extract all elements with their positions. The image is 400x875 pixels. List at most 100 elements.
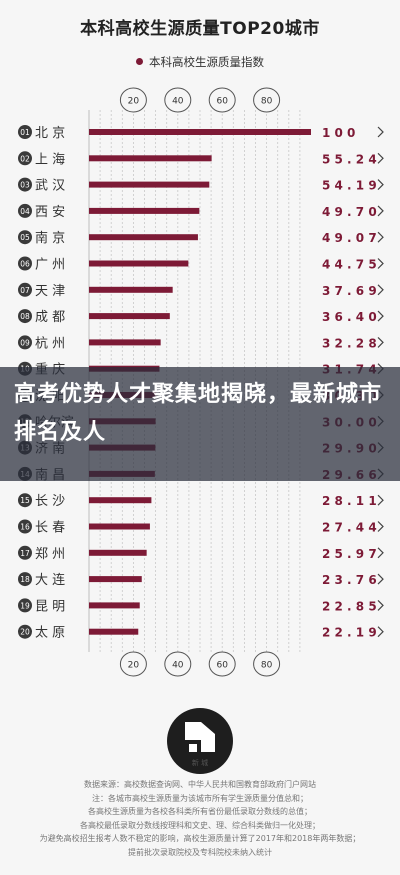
- rank-label: 01: [20, 128, 30, 137]
- value-label: 4 9 . 7 0: [322, 205, 377, 219]
- rank-badge: [18, 519, 32, 534]
- rank-badge: [18, 125, 32, 139]
- tick-bubble-top: [164, 87, 192, 113]
- rank-badge: [18, 203, 32, 218]
- rank-label: 03: [20, 181, 30, 190]
- bar: [89, 234, 198, 241]
- category-label: 太 原: [35, 626, 65, 641]
- value-label: 2 7 . 4 4: [322, 521, 377, 535]
- row-marker-icon: [377, 284, 384, 296]
- tick-bubble-bottom: [253, 651, 281, 677]
- rank-badge: [18, 572, 32, 587]
- chart-legend: 本科高校生源质量指数: [0, 54, 400, 70]
- bar: [89, 497, 152, 504]
- chart-title: 本科高校生源质量TOP20城市: [80, 19, 320, 39]
- row-marker-icon: [377, 179, 384, 191]
- tick-bubble-top: [208, 87, 236, 113]
- legend-marker: [136, 58, 143, 65]
- value-label: 1 0 0: [322, 126, 355, 140]
- legend-label: 本科高校生源质量指数: [149, 55, 264, 69]
- category-label: 南 京: [35, 230, 65, 246]
- rank-label: 18: [20, 575, 30, 584]
- rank-badge: [18, 256, 32, 271]
- row-marker-icon: [377, 126, 384, 138]
- category-label: 北 京: [35, 126, 65, 141]
- rank-badge: [18, 230, 32, 245]
- bar: [89, 129, 311, 135]
- footnotes: 数据来源：高校数据查询网、中华人民共和国教育部政府门户网站 注：各城市高校生源质量…: [20, 778, 380, 859]
- value-label: 5 4 . 1 9: [322, 179, 377, 193]
- headline-text: 高考优势人才聚集地揭晓，最新城市排名及人: [14, 382, 383, 445]
- category-label: 长 春: [35, 521, 65, 536]
- row-marker-icon: [377, 521, 384, 532]
- rank-label: 19: [20, 601, 30, 610]
- tick-bubble-bottom: [208, 651, 236, 677]
- category-label: 长 沙: [35, 494, 65, 509]
- tick-label-bottom: 40: [172, 661, 184, 671]
- category-label: 杭 州: [35, 336, 65, 351]
- value-label: 2 8 . 1 1: [322, 494, 377, 508]
- rank-badge: [18, 545, 32, 560]
- rank-label: 04: [20, 207, 30, 216]
- footnote-line: 各高校最低录取分数线按理科和文史、理、综合科类做归一化处理；: [80, 820, 320, 830]
- bar: [89, 181, 210, 188]
- bar: [89, 286, 173, 293]
- logo-text: 新 城: [191, 759, 209, 767]
- row-marker-icon: [377, 205, 384, 217]
- rank-label: 07: [20, 286, 30, 295]
- row-marker-icon: [377, 547, 384, 559]
- category-label: 广 州: [35, 258, 65, 273]
- tick-label-top: 40: [172, 97, 184, 107]
- rank-badge: [18, 598, 32, 613]
- category-label: 西 安: [35, 205, 65, 220]
- tick-bubble-bottom: [164, 651, 192, 677]
- value-label: 2 3 . 7 6: [322, 573, 377, 587]
- bar: [89, 207, 200, 214]
- footnote-line: 数据来源：高校数据查询网、中华人民共和国教育部政府门户网站: [84, 780, 316, 789]
- tick-label-bottom: 80: [261, 661, 273, 671]
- row-marker-icon: [377, 599, 384, 611]
- footnote-line: 注：各城市高校生源质量为该城市所有学生源质量分值总和；: [92, 793, 308, 803]
- bar: [89, 339, 161, 346]
- bar: [89, 628, 139, 635]
- rank-badge: [18, 493, 32, 508]
- value-label: 4 4 . 7 5: [322, 258, 377, 272]
- category-label: 大 连: [35, 572, 65, 588]
- rank-badge: [18, 309, 32, 324]
- category-label: 上 海: [35, 152, 65, 167]
- logo-icon: [167, 708, 233, 774]
- rank-label: 09: [20, 338, 30, 347]
- row-marker-icon: [377, 626, 384, 638]
- rank-label: 15: [20, 496, 30, 505]
- value-label: 2 2 . 1 9: [322, 626, 377, 640]
- tick-label-bottom: 20: [128, 661, 140, 671]
- rank-badge: [18, 624, 32, 639]
- row-marker-icon: [377, 231, 384, 243]
- rank-label: 08: [20, 312, 30, 321]
- value-label: 3 6 . 4 0: [322, 310, 377, 324]
- category-label: 武 汉: [35, 179, 65, 194]
- tick-label-top: 60: [216, 97, 228, 107]
- footnote-line: 各高校生源质量为各校各科类所有省份最低录取分数线的总值；: [88, 807, 312, 816]
- bar: [89, 549, 147, 556]
- footnote-line: 为避免高校招生报考人数不稳定的影响，高校生源质量计算了2017年和2018年两年…: [39, 834, 361, 843]
- value-label: 2 2 . 8 5: [322, 599, 377, 613]
- row-marker-icon: [377, 310, 384, 322]
- value-label: 3 7 . 6 9: [322, 284, 377, 298]
- tick-label-bottom: 60: [216, 661, 228, 671]
- rank-label: 06: [20, 260, 30, 269]
- category-label: 昆 明: [35, 599, 65, 614]
- tick-bubble-top: [253, 87, 281, 113]
- rank-label: 16: [20, 523, 30, 532]
- tick-label-top: 20: [128, 97, 140, 107]
- footnote-line: 提前批次录取院校及专科院校未纳入统计: [128, 847, 272, 857]
- row-marker-icon: [377, 494, 384, 506]
- value-label: 2 5 . 9 7: [322, 547, 377, 561]
- bar: [89, 260, 189, 267]
- rank-label: 20: [20, 628, 30, 637]
- bar: [89, 576, 142, 583]
- row-marker-icon: [377, 152, 384, 164]
- tick-label-top: 80: [261, 97, 273, 107]
- category-label: 天 津: [35, 284, 65, 299]
- rank-label: 02: [20, 154, 30, 163]
